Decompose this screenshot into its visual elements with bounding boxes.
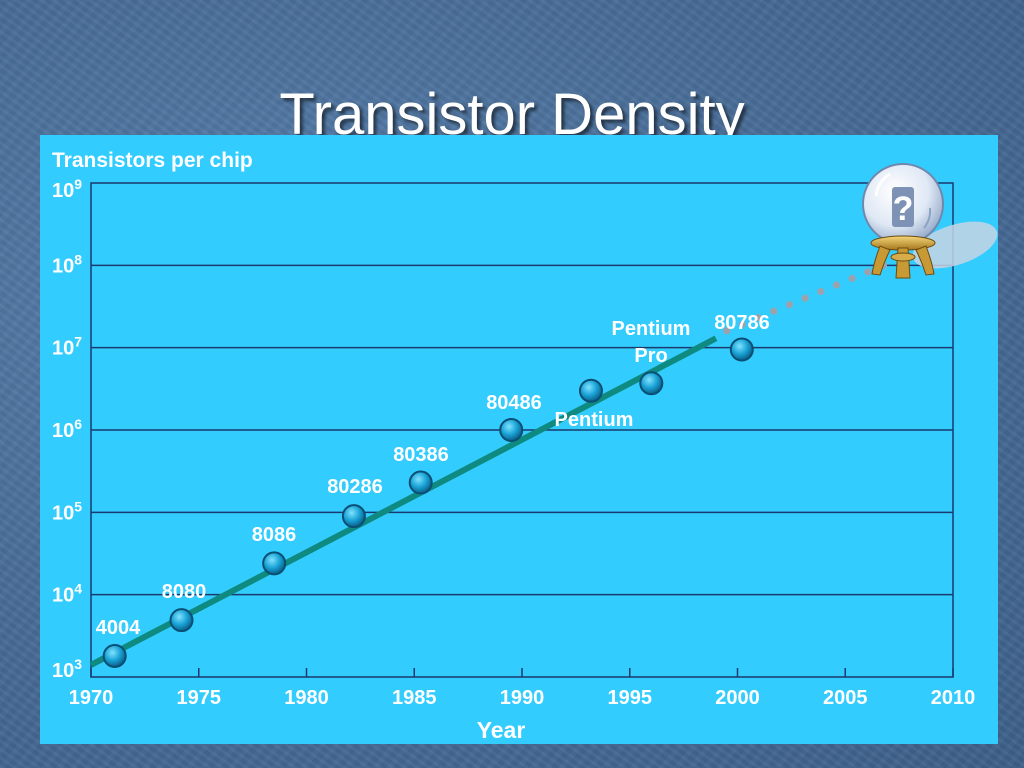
label-pentium: Pentium — [555, 409, 634, 431]
data-point-80386 — [408, 470, 433, 495]
projection-dot — [785, 301, 794, 309]
data-point-pentium-pro — [639, 371, 664, 396]
projection-dot — [754, 314, 762, 322]
label-8086: 8086 — [252, 524, 297, 546]
x-tick-label: 2010 — [931, 687, 976, 709]
y-tick-label: 103 — [52, 656, 82, 682]
x-axis-label: Year — [477, 717, 526, 743]
x-tick-label: 1975 — [177, 687, 222, 709]
projection-dot — [770, 307, 778, 315]
label-80786: 80786 — [714, 312, 770, 334]
y-tick-label: 109 — [52, 176, 82, 202]
y-tick-label: 108 — [52, 251, 82, 277]
data-point-8080 — [169, 608, 194, 633]
projection-dot — [817, 287, 825, 296]
data-point-4004 — [102, 643, 127, 668]
label-4004: 4004 — [96, 617, 141, 639]
y-tick-label: 106 — [52, 416, 82, 442]
label-pentium-pro: Pentium Pro — [612, 318, 691, 367]
projection-dot — [832, 281, 841, 289]
x-tick-label: 1980 — [284, 687, 329, 709]
question-mark: ? — [893, 190, 914, 228]
x-tick-label: 1990 — [500, 687, 545, 709]
y-tick-label: 107 — [52, 334, 82, 360]
data-point-8086 — [262, 551, 287, 576]
trend-line — [89, 335, 718, 668]
data-point-80786 — [729, 337, 754, 362]
x-tick-label: 1985 — [392, 687, 437, 709]
data-point-80486 — [499, 418, 524, 442]
data-point-80286 — [341, 504, 366, 529]
label-80386: 80386 — [393, 444, 449, 466]
y-tick-label: 105 — [52, 498, 82, 524]
x-tick-label: 1970 — [69, 687, 114, 709]
x-tick-label: 2000 — [715, 687, 760, 709]
x-axis-ticks: 1970 1975 1980 1985 1990 1995 2000 2005 2010 — [69, 668, 976, 709]
projection-dot — [864, 268, 872, 276]
label-8080: 8080 — [162, 581, 207, 603]
projection-dot — [848, 274, 856, 283]
y-axis-tick-labels: 103 104 105 106 107 108 109 — [52, 176, 82, 682]
projection-dotted-line — [723, 255, 903, 335]
label-80286: 80286 — [327, 476, 383, 498]
x-tick-label: 1995 — [608, 687, 653, 709]
label-80486: 80486 — [486, 392, 542, 414]
y-axis-label: Transistors per chip — [52, 149, 253, 172]
y-tick-label: 104 — [52, 581, 82, 607]
projection-dot — [723, 327, 731, 335]
projection-dot — [801, 294, 809, 302]
projection-dot — [738, 320, 746, 328]
crystal-ball-icon: ? — [862, 163, 998, 279]
data-points — [102, 337, 754, 668]
data-point-pentium — [578, 378, 603, 403]
x-tick-label: 2005 — [823, 687, 868, 709]
